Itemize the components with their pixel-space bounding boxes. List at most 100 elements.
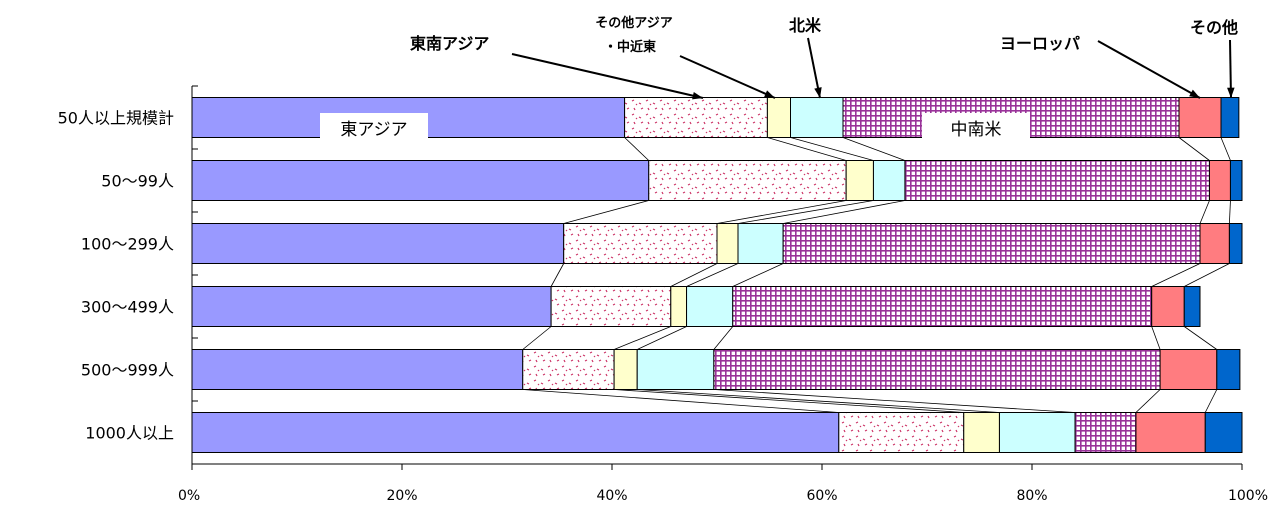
bar-segment <box>191 286 552 327</box>
bar-segment <box>716 223 739 264</box>
series-line <box>767 137 847 161</box>
bar-segment <box>522 349 615 390</box>
series-line <box>713 389 1076 413</box>
annotation-other-asia-line1: その他アジア <box>595 15 672 31</box>
annotation-leader <box>511 53 704 99</box>
series-line <box>637 326 687 350</box>
bar-segment <box>1135 412 1206 453</box>
series-line <box>1184 326 1218 350</box>
series-line <box>637 389 1000 413</box>
bar-segment <box>670 286 688 327</box>
series-line <box>613 326 671 350</box>
arrow-head <box>692 92 703 100</box>
arrow-head <box>764 90 775 98</box>
bar-segment <box>1151 286 1185 327</box>
series-line <box>737 200 874 224</box>
bar-segment <box>624 97 768 138</box>
series-line <box>614 389 964 413</box>
annotation-europe: ヨーロッパ <box>1000 34 1080 53</box>
bar-segment <box>648 160 847 201</box>
category-label: 50〜99人 <box>101 172 174 191</box>
series-line <box>790 137 874 161</box>
x-tick-label: 20% <box>386 488 417 504</box>
bar-segment <box>838 412 965 453</box>
series-line <box>1151 326 1161 350</box>
bar-segment <box>1216 349 1241 390</box>
bar-segment <box>782 223 1201 264</box>
annotation-other: その他 <box>1190 18 1238 37</box>
bar-segment <box>550 286 672 327</box>
annotation-other-asia-line2: ・中近東 <box>604 39 656 55</box>
bar-segment <box>1229 160 1243 201</box>
axes <box>191 85 1243 470</box>
annotation-latin-america: 中南米 <box>951 120 1002 140</box>
bar-segment <box>1208 160 1231 201</box>
series-line <box>713 326 734 350</box>
bar-segment <box>845 160 874 201</box>
bar-segment <box>732 286 1153 327</box>
arrow-head <box>814 87 822 98</box>
bar-segment <box>998 412 1076 453</box>
bar-segment <box>1074 412 1137 453</box>
bars <box>191 97 1243 453</box>
bar-segment <box>686 286 734 327</box>
category-label: 100〜299人 <box>81 235 174 254</box>
series-line <box>1229 200 1231 224</box>
bar-segment <box>1178 97 1222 138</box>
bar-segment <box>1199 223 1230 264</box>
series-line <box>686 263 739 287</box>
series-line <box>732 263 784 287</box>
bar-segment <box>1183 286 1201 327</box>
label-background <box>922 113 1030 145</box>
bar-segment <box>636 349 715 390</box>
series-line <box>670 263 718 287</box>
series-line <box>1199 200 1210 224</box>
x-tick-label: 40% <box>596 488 627 504</box>
series-line <box>624 137 650 161</box>
series-line <box>1220 137 1231 161</box>
series-line <box>783 200 906 224</box>
bar-segment <box>191 349 524 390</box>
arrow-head <box>1189 89 1200 98</box>
series-line <box>842 137 906 161</box>
bar-segment <box>563 223 718 264</box>
category-label: 1000人以上 <box>85 424 174 443</box>
bar-segment <box>1159 349 1218 390</box>
bar-segment <box>766 97 792 138</box>
annotation-north-america: 北米 <box>789 16 822 35</box>
series-lines <box>522 137 1231 413</box>
x-tick-label: 0% <box>178 488 200 504</box>
bar-segment <box>1204 412 1243 453</box>
x-tick-label: 100% <box>1228 488 1268 504</box>
x-tick-label: 80% <box>1016 488 1047 504</box>
bar-segment <box>790 97 844 138</box>
x-tick-label: 60% <box>806 488 837 504</box>
bar-segment <box>872 160 906 201</box>
series-line <box>522 326 552 350</box>
category-labels: 50人以上規模計 50〜99人 100〜299人 300〜499人 500〜999人 10… <box>58 109 174 443</box>
annotation-southeast-asia: 東南アジア <box>410 34 489 53</box>
annotation-leader <box>1097 40 1201 99</box>
series-line <box>1151 263 1201 287</box>
arrow-head <box>1227 87 1235 98</box>
bar-segment <box>737 223 784 264</box>
bar-segment <box>713 349 1161 390</box>
series-line <box>1135 389 1161 413</box>
category-label: 500〜999人 <box>81 361 174 380</box>
bar-segment <box>191 412 840 453</box>
label-background <box>320 113 428 145</box>
series-line <box>522 389 839 413</box>
category-label: 50人以上規模計 <box>58 109 174 128</box>
series-line <box>563 200 649 224</box>
annotation-east-asia: 東アジア <box>340 120 407 140</box>
bar-segment <box>191 223 565 264</box>
category-label: 300〜499人 <box>81 298 174 317</box>
annotation-leader <box>679 55 776 99</box>
bar-segment <box>1220 97 1240 138</box>
bar-segment <box>904 160 1210 201</box>
bar-segment <box>191 160 650 201</box>
tick-labels: 0% 20% 40% 60% 80% 100% <box>178 488 1268 504</box>
series-line <box>1178 137 1210 161</box>
